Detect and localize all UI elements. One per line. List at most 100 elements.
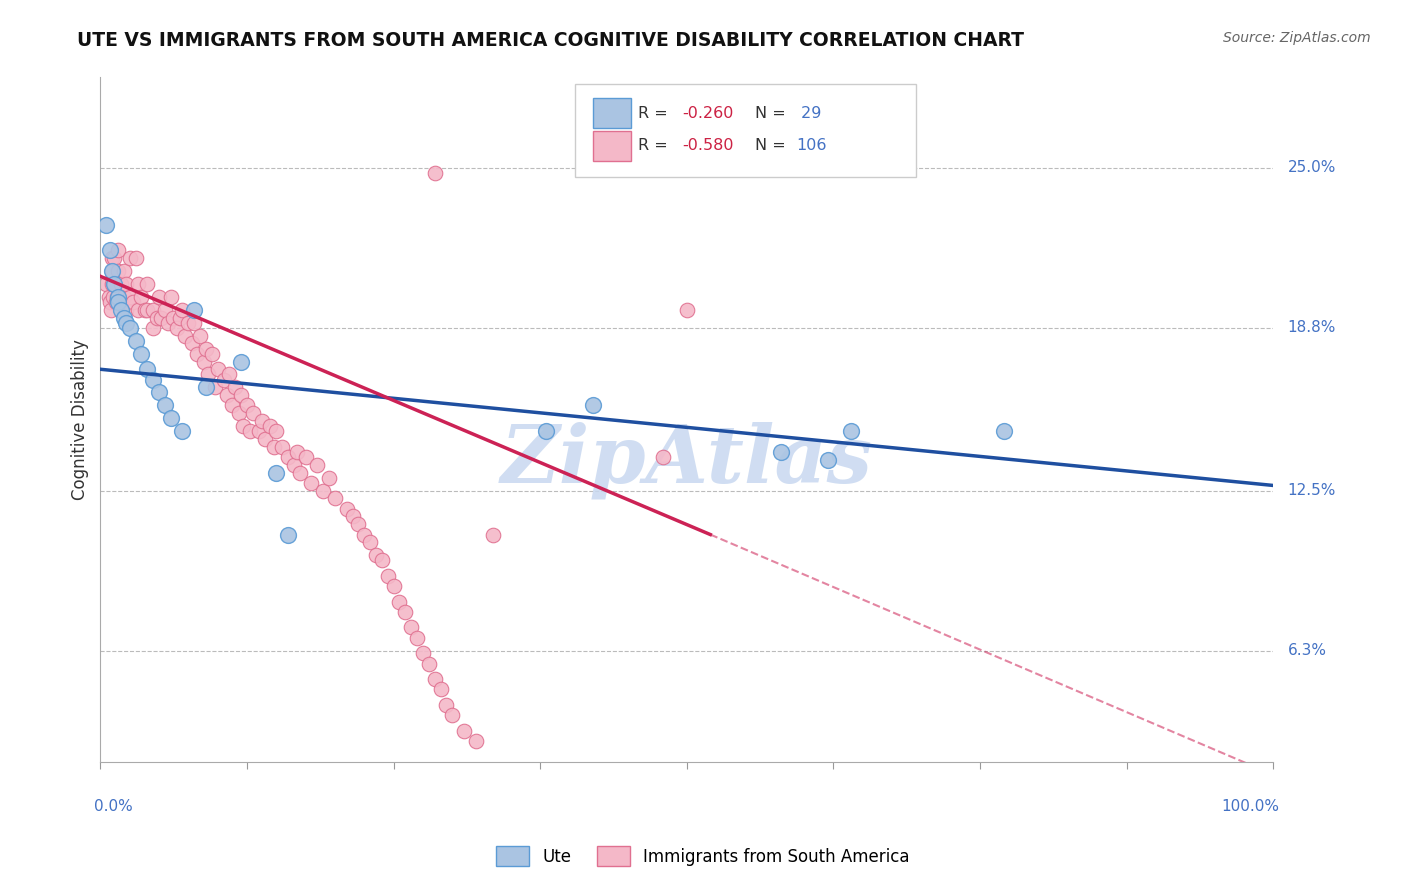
Point — [364, 548, 387, 562]
FancyBboxPatch shape — [593, 131, 630, 161]
Point — [107, 244, 129, 258]
Point — [169, 310, 191, 325]
Point — [103, 277, 125, 291]
Point — [122, 295, 145, 310]
Point — [131, 347, 153, 361]
Point — [236, 398, 259, 412]
Point — [101, 264, 124, 278]
Point — [101, 251, 124, 265]
Point — [377, 569, 399, 583]
Point — [359, 535, 381, 549]
Point — [382, 579, 405, 593]
Point — [271, 440, 294, 454]
Point — [197, 368, 219, 382]
Point — [652, 450, 675, 464]
Point — [534, 424, 557, 438]
Text: -0.260: -0.260 — [682, 105, 734, 120]
Point — [266, 466, 288, 480]
Point — [215, 388, 238, 402]
Point — [482, 527, 505, 541]
Point — [336, 501, 359, 516]
Point — [180, 336, 202, 351]
Point — [166, 321, 188, 335]
Point — [464, 734, 486, 748]
Point — [247, 424, 270, 438]
Point — [142, 302, 165, 317]
Point — [453, 723, 475, 738]
Point — [394, 605, 416, 619]
Point — [353, 527, 375, 541]
Y-axis label: Cognitive Disability: Cognitive Disability — [72, 339, 89, 500]
Point — [124, 334, 146, 348]
Text: ZipAtlas: ZipAtlas — [501, 422, 873, 500]
Point — [101, 264, 124, 278]
Point — [323, 491, 346, 506]
Point — [242, 406, 264, 420]
Point — [288, 466, 311, 480]
Point — [406, 631, 429, 645]
Point — [817, 452, 839, 467]
Text: 106: 106 — [796, 138, 827, 153]
Point — [423, 166, 446, 180]
Point — [212, 373, 235, 387]
Point — [441, 708, 464, 723]
Point — [412, 646, 434, 660]
Point — [301, 475, 323, 490]
Point — [221, 398, 243, 412]
Point — [342, 509, 364, 524]
FancyBboxPatch shape — [593, 98, 630, 128]
Point — [153, 302, 176, 317]
Point — [307, 458, 329, 472]
Point — [118, 321, 141, 335]
Text: 0.0%: 0.0% — [94, 799, 134, 814]
Point — [318, 471, 340, 485]
Point — [110, 302, 132, 317]
Text: Source: ZipAtlas.com: Source: ZipAtlas.com — [1223, 31, 1371, 45]
Point — [839, 424, 862, 438]
Text: 12.5%: 12.5% — [1288, 483, 1336, 498]
Point — [118, 290, 141, 304]
Point — [127, 277, 149, 291]
Point — [110, 295, 132, 310]
Point — [159, 411, 181, 425]
Point — [136, 277, 159, 291]
Point — [229, 354, 252, 368]
Text: R =: R = — [637, 105, 672, 120]
Point — [153, 398, 176, 412]
Point — [253, 432, 276, 446]
Point — [423, 672, 446, 686]
Point — [131, 290, 153, 304]
Point — [96, 218, 118, 232]
Point — [186, 347, 208, 361]
Point — [134, 302, 156, 317]
Text: N =: N = — [755, 138, 790, 153]
Text: -0.580: -0.580 — [682, 138, 734, 153]
Point — [177, 316, 200, 330]
Point — [110, 277, 132, 291]
Point — [263, 440, 285, 454]
Point — [145, 310, 167, 325]
Point — [115, 302, 138, 317]
Point — [993, 424, 1015, 438]
Text: 29: 29 — [796, 105, 821, 120]
Point — [112, 264, 135, 278]
Point — [194, 342, 217, 356]
Text: 18.8%: 18.8% — [1288, 320, 1336, 335]
Point — [103, 277, 125, 291]
Point — [183, 302, 205, 317]
Point — [112, 290, 135, 304]
Point — [101, 277, 124, 291]
Point — [118, 251, 141, 265]
Text: 25.0%: 25.0% — [1288, 161, 1336, 176]
Point — [98, 244, 121, 258]
Point — [388, 595, 411, 609]
Point — [675, 302, 697, 317]
Point — [173, 328, 195, 343]
Point — [142, 321, 165, 335]
Point — [287, 445, 309, 459]
Text: R =: R = — [637, 138, 672, 153]
Point — [159, 290, 181, 304]
Point — [172, 302, 194, 317]
Text: 6.3%: 6.3% — [1288, 643, 1326, 658]
Point — [194, 380, 217, 394]
